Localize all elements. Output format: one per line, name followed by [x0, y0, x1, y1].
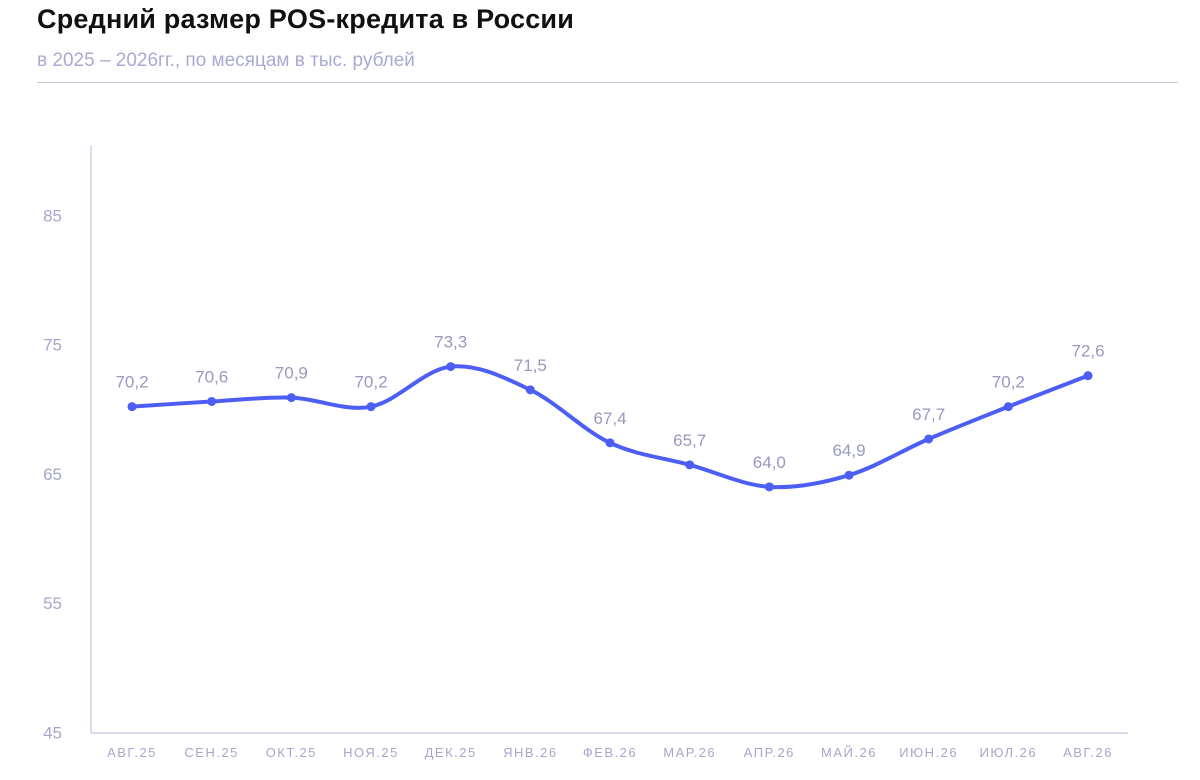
data-point	[127, 402, 137, 412]
data-point	[844, 470, 854, 480]
x-tick-label: СЕН.25	[184, 745, 239, 760]
x-tick-label: ИЮН.26	[899, 745, 958, 760]
data-point	[764, 482, 774, 492]
data-point	[286, 393, 296, 403]
y-tick-label: 85	[43, 206, 62, 225]
header-divider	[37, 82, 1178, 83]
data-label: 73,3	[434, 333, 467, 352]
data-label: 70,2	[115, 373, 148, 392]
x-tick-label: АВГ.25	[107, 745, 157, 760]
x-tick-label: ДЕК.25	[425, 745, 477, 760]
data-point	[366, 402, 376, 412]
data-label: 70,6	[195, 367, 228, 386]
data-label: 71,5	[514, 356, 547, 375]
x-tick-label: ОКТ.25	[266, 745, 317, 760]
data-point	[1003, 402, 1013, 412]
data-label: 64,9	[832, 441, 865, 460]
data-label: 72,6	[1071, 342, 1104, 361]
x-tick-label: ЯНВ.26	[503, 745, 558, 760]
x-tick-label: АВГ.26	[1063, 745, 1113, 760]
chart-title: Средний размер POS-кредита в России	[37, 4, 575, 34]
x-tick-label: МАР.26	[663, 745, 716, 760]
data-point	[1083, 371, 1093, 381]
x-tick-label: ФЕВ.26	[583, 745, 637, 760]
data-point	[207, 396, 217, 406]
data-point	[685, 460, 695, 470]
x-tick-label: НОЯ.25	[343, 745, 399, 760]
chart-subtitle: в 2025 – 2026гг., по месяцам в тыс. рубл…	[37, 50, 415, 71]
y-tick-label: 45	[43, 724, 62, 743]
y-tick-label: 75	[43, 336, 62, 355]
data-label: 70,9	[275, 364, 308, 383]
data-label: 65,7	[673, 431, 706, 450]
data-label: 64,0	[753, 453, 786, 472]
x-tick-label: МАЙ.26	[821, 745, 877, 760]
data-point	[605, 438, 615, 448]
data-label: 67,7	[912, 405, 945, 424]
data-label: 67,4	[593, 409, 626, 428]
x-tick-label: ИЮЛ.26	[980, 745, 1038, 760]
data-point	[924, 434, 934, 444]
data-point	[446, 362, 456, 372]
y-tick-label: 65	[43, 465, 62, 484]
y-tick-label: 55	[43, 594, 62, 613]
data-label: 70,2	[354, 373, 387, 392]
data-point	[525, 385, 535, 395]
x-tick-label: АПР.26	[744, 745, 795, 760]
data-label: 70,2	[992, 373, 1025, 392]
